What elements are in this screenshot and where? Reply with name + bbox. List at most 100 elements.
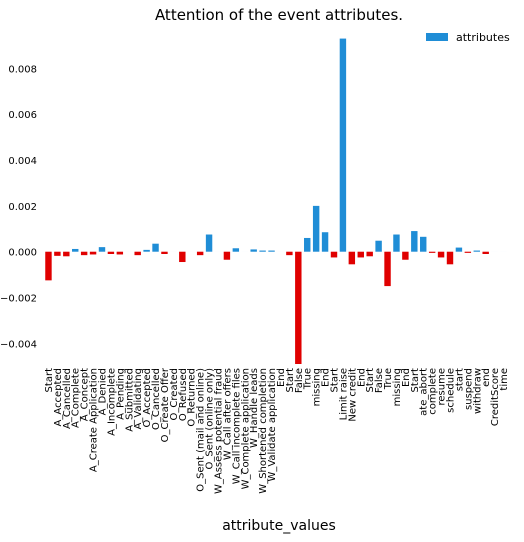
bar	[54, 251, 61, 256]
bar	[179, 251, 186, 263]
bar	[72, 248, 79, 252]
x-tick-label: O_Cancelled	[151, 368, 162, 430]
x-tick-label: resume	[437, 368, 448, 406]
bar	[357, 251, 364, 258]
y-tick-label: −0.002	[0, 294, 37, 305]
bar	[304, 237, 311, 252]
x-tick-label: New credit	[347, 368, 358, 422]
y-tick-label: 0.006	[8, 110, 37, 121]
bar	[402, 251, 409, 260]
x-tick-label: End	[276, 368, 287, 387]
legend-label: attributes	[456, 31, 510, 44]
x-tick-label: A_Pending	[115, 368, 126, 420]
bar	[366, 251, 373, 257]
chart-title: Attention of the event attributes.	[155, 6, 403, 24]
x-tick-label: W_Handle leads	[249, 368, 260, 448]
x-tick-label: A_Cancelled	[62, 368, 73, 429]
x-tick-label: End	[401, 368, 412, 387]
bar	[134, 251, 141, 256]
bar	[428, 251, 436, 253]
bar	[259, 250, 266, 252]
x-tick-label: missing	[392, 368, 403, 406]
bar	[63, 251, 70, 257]
bars-group	[45, 38, 507, 364]
x-tick-label: Start	[44, 368, 55, 393]
legend-swatch	[426, 33, 448, 41]
bar	[321, 232, 329, 252]
bar	[161, 251, 168, 254]
x-tick-label: A_Complete	[71, 368, 82, 428]
x-tick-label: A_Validating	[133, 368, 144, 429]
y-tick-label: −0.004	[0, 339, 37, 350]
bar	[420, 236, 427, 252]
x-tick-label: A_Create Application	[89, 368, 100, 472]
bar	[80, 251, 88, 256]
x-tick-label: W_Call after offers	[222, 368, 233, 460]
bar	[312, 205, 320, 252]
bar	[89, 251, 97, 255]
bar	[464, 251, 472, 253]
bar	[437, 251, 445, 258]
x-tick-label: end	[481, 368, 492, 387]
bar	[411, 231, 418, 252]
bar	[98, 247, 106, 252]
x-tick-label: CreditScore	[490, 368, 501, 426]
x-tick-label: Start	[330, 368, 341, 393]
x-tick-label: True	[383, 368, 394, 390]
x-tick-label: Start	[365, 368, 376, 393]
x-tick-label: O_Refused	[178, 368, 189, 421]
x-tick-label: End	[321, 368, 332, 387]
y-tick-label: 0.008	[8, 64, 37, 75]
x-tick-label: time	[499, 368, 510, 391]
x-tick-label: Limit raise	[338, 368, 349, 420]
bar	[205, 234, 213, 252]
x-tick-label: False	[294, 368, 305, 393]
x-tick-label: End	[356, 368, 367, 387]
y-tick-label: 0.002	[8, 202, 37, 213]
x-tick-label: ate_abort	[419, 368, 430, 416]
x-tick-label: O_Create Offer	[160, 367, 171, 442]
x-tick-label: missing	[312, 368, 323, 406]
x-tick-label: W_Call incomplete files	[231, 368, 242, 484]
bar	[196, 251, 204, 256]
x-tick-label: withdraw	[472, 368, 483, 414]
bar	[482, 251, 489, 254]
bar	[473, 250, 480, 252]
bar	[116, 251, 124, 255]
x-tick-label: False	[374, 368, 385, 393]
legend: attributes	[426, 31, 510, 44]
y-tick-label: 0.000	[8, 248, 37, 259]
x-tick-label: Start	[410, 368, 421, 393]
x-tick-label: suspend	[463, 368, 474, 410]
x-tick-label: start	[454, 368, 465, 391]
y-tick-label: 0.004	[8, 156, 37, 167]
x-tick-label: O_Sent (mail and online)	[196, 368, 207, 492]
bar	[455, 247, 463, 252]
bar	[295, 251, 302, 364]
x-tick-label: A_Accepted	[53, 368, 64, 426]
x-tick-label: O_Sent (online only)	[205, 368, 216, 470]
x-tick-labels: StartA_AcceptedA_CancelledA_CompleteA_Co…	[44, 367, 510, 494]
bar	[393, 234, 400, 252]
bar	[375, 240, 382, 252]
bar	[286, 251, 293, 256]
y-axis: −0.004 −0.002 0.000 0.002 0.004 0.006 0.008	[0, 64, 37, 350]
x-tick-label: W_Shortened completion	[258, 368, 269, 494]
bar	[250, 249, 257, 252]
x-tick-label: A_Denied	[98, 368, 109, 415]
bar	[45, 251, 52, 281]
x-tick-label: O_Created	[169, 368, 180, 420]
bar	[107, 251, 115, 254]
bar	[152, 243, 159, 252]
x-tick-label: A_Concept	[80, 368, 91, 421]
x-tick-label: True	[303, 368, 314, 390]
bar	[348, 251, 356, 265]
bar	[446, 251, 454, 265]
x-tick-label: O_Returned	[187, 368, 198, 427]
bar	[268, 250, 275, 252]
x-tick-label: complete	[428, 368, 439, 415]
x-tick-label: O_Accepted	[142, 368, 153, 427]
bar	[143, 249, 150, 252]
x-axis-label: attribute_values	[222, 518, 336, 534]
